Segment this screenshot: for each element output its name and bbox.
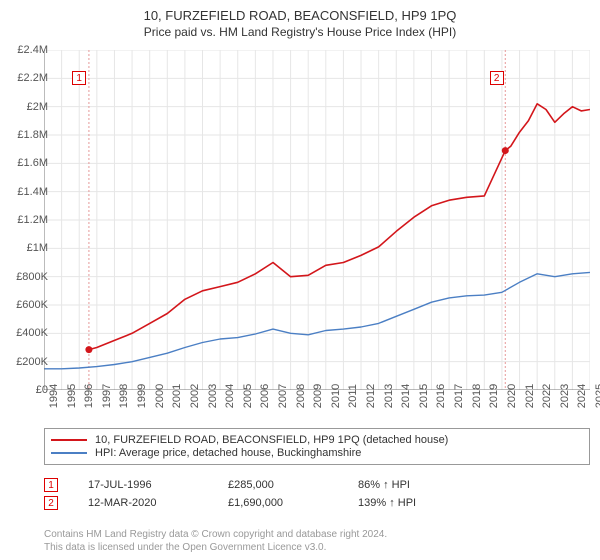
x-axis-label: 2022 xyxy=(541,384,553,408)
footnote-line: This data is licensed under the Open Gov… xyxy=(44,542,387,555)
x-axis-label: 2007 xyxy=(277,384,289,408)
chart-title: 10, FURZEFIELD ROAD, BEACONSFIELD, HP9 1… xyxy=(0,0,600,23)
chart-svg xyxy=(44,50,590,390)
x-axis-label: 2025 xyxy=(594,384,600,408)
x-axis-label: 2001 xyxy=(171,384,183,408)
y-axis-label: £0 xyxy=(36,384,48,396)
x-axis-label: 2015 xyxy=(418,384,430,408)
x-axis-label: 2004 xyxy=(224,384,236,408)
x-axis-label: 2000 xyxy=(154,384,166,408)
legend-swatch-hpi xyxy=(51,452,87,454)
x-axis-label: 1995 xyxy=(66,384,78,408)
y-axis-label: £1M xyxy=(27,242,48,254)
sale-marker-box: 1 xyxy=(72,71,86,85)
x-axis-label: 2017 xyxy=(453,384,465,408)
chart-subtitle: Price paid vs. HM Land Registry's House … xyxy=(0,23,600,43)
y-axis-label: £1.6M xyxy=(17,157,48,169)
x-axis-label: 2020 xyxy=(506,384,518,408)
x-axis-label: 2003 xyxy=(207,384,219,408)
x-axis-label: 2008 xyxy=(295,384,307,408)
x-axis-label: 2021 xyxy=(524,384,536,408)
x-axis-label: 1994 xyxy=(48,384,60,408)
y-axis-label: £2.4M xyxy=(17,44,48,56)
x-axis-label: 2013 xyxy=(383,384,395,408)
legend-label-property: 10, FURZEFIELD ROAD, BEACONSFIELD, HP9 1… xyxy=(95,434,448,446)
sale-row: 1 17-JUL-1996 £285,000 86% ↑ HPI xyxy=(44,478,590,492)
sale-marker-1: 1 xyxy=(44,478,58,492)
x-axis-label: 2010 xyxy=(330,384,342,408)
x-axis-label: 2011 xyxy=(347,384,359,408)
x-axis-label: 1998 xyxy=(118,384,130,408)
y-axis-label: £2M xyxy=(27,101,48,113)
y-axis-label: £1.2M xyxy=(17,214,48,226)
y-axis-label: £1.8M xyxy=(17,129,48,141)
sale-date: 12-MAR-2020 xyxy=(88,497,198,509)
x-axis-label: 2012 xyxy=(365,384,377,408)
x-axis-label: 2006 xyxy=(259,384,271,408)
legend-item-hpi: HPI: Average price, detached house, Buck… xyxy=(51,447,583,459)
legend: 10, FURZEFIELD ROAD, BEACONSFIELD, HP9 1… xyxy=(44,428,590,465)
x-axis-label: 2002 xyxy=(189,384,201,408)
y-axis-label: £600K xyxy=(16,299,48,311)
sales-table: 1 17-JUL-1996 £285,000 86% ↑ HPI 2 12-MA… xyxy=(44,474,590,514)
x-axis-label: 2016 xyxy=(435,384,447,408)
x-axis-label: 2009 xyxy=(312,384,324,408)
y-axis-label: £800K xyxy=(16,271,48,283)
footnote: Contains HM Land Registry data © Crown c… xyxy=(44,529,387,554)
x-axis-label: 2019 xyxy=(488,384,500,408)
y-axis-label: £2.2M xyxy=(17,72,48,84)
y-axis-label: £200K xyxy=(16,356,48,368)
sale-price: £1,690,000 xyxy=(228,497,328,509)
sale-price: £285,000 xyxy=(228,479,328,491)
sale-hpi: 139% ↑ HPI xyxy=(358,497,478,509)
x-axis-label: 1997 xyxy=(101,384,113,408)
legend-label-hpi: HPI: Average price, detached house, Buck… xyxy=(95,447,361,459)
x-axis-label: 2024 xyxy=(576,384,588,408)
sale-marker-2: 2 xyxy=(44,496,58,510)
chart-area xyxy=(44,50,590,390)
x-axis-label: 1996 xyxy=(83,384,95,408)
sale-date: 17-JUL-1996 xyxy=(88,479,198,491)
sale-marker-box: 2 xyxy=(490,71,504,85)
footnote-line: Contains HM Land Registry data © Crown c… xyxy=(44,529,387,542)
sale-hpi: 86% ↑ HPI xyxy=(358,479,478,491)
chart-container: 10, FURZEFIELD ROAD, BEACONSFIELD, HP9 1… xyxy=(0,0,600,560)
x-axis-label: 2014 xyxy=(400,384,412,408)
x-axis-label: 2018 xyxy=(471,384,483,408)
x-axis-label: 2023 xyxy=(559,384,571,408)
legend-swatch-property xyxy=(51,439,87,441)
x-axis-label: 2005 xyxy=(242,384,254,408)
legend-item-property: 10, FURZEFIELD ROAD, BEACONSFIELD, HP9 1… xyxy=(51,434,583,446)
sale-row: 2 12-MAR-2020 £1,690,000 139% ↑ HPI xyxy=(44,496,590,510)
y-axis-label: £1.4M xyxy=(17,186,48,198)
y-axis-label: £400K xyxy=(16,327,48,339)
x-axis-label: 1999 xyxy=(136,384,148,408)
